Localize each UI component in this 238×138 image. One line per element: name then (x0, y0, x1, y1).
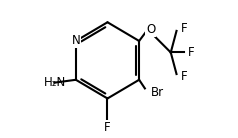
Text: H₂N: H₂N (44, 76, 66, 89)
Text: F: F (188, 46, 195, 59)
Text: Br: Br (151, 86, 164, 99)
Text: F: F (104, 121, 111, 134)
Text: F: F (181, 22, 188, 34)
Text: F: F (181, 70, 188, 83)
Text: N: N (71, 34, 80, 47)
Text: O: O (146, 23, 155, 36)
